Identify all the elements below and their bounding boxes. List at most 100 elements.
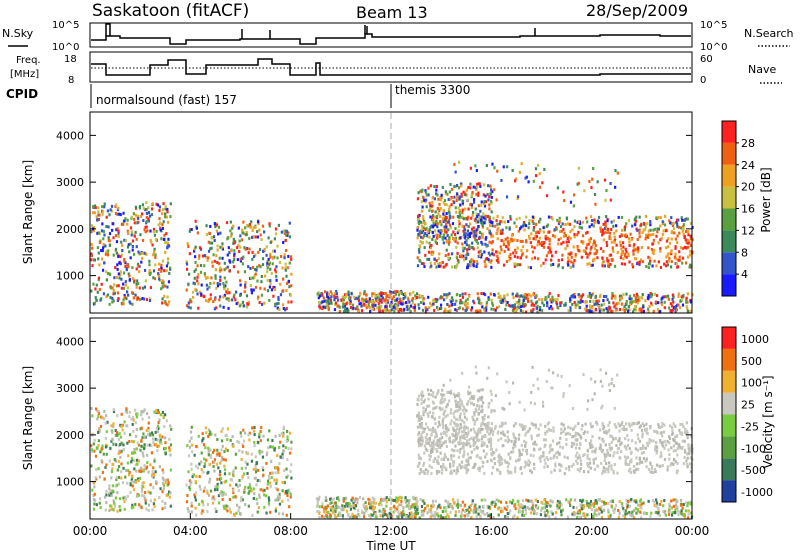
echo-cell [277,297,280,301]
echo-cell [577,293,580,297]
echo-cell [523,228,526,232]
echo-cell [384,307,387,311]
echo-cell [162,483,165,487]
echo-cell [123,258,126,262]
echo-cell [247,451,250,455]
echo-cell [503,249,506,253]
echo-cell [594,244,597,248]
echo-cell [621,241,625,245]
echo-cell [207,256,210,260]
echo-cell [395,496,398,500]
echo-cell [472,509,475,513]
echo-cell [539,513,543,517]
echo-cell [449,226,452,230]
echo-cell [157,421,160,425]
echo-cell [456,259,460,263]
echo-cell [290,272,293,276]
echo-cell [418,230,421,234]
echo-cell [244,460,247,464]
echo-cell [572,261,575,265]
echo-cell [670,260,673,264]
echo-cell [283,253,286,257]
echo-cell [216,485,219,489]
echo-cell [585,246,588,250]
echo-cell [106,249,109,253]
echo-cell [401,300,404,304]
echo-cell [472,264,475,268]
echo-cell [278,308,281,312]
echo-cell [161,301,164,305]
echo-cell [565,498,568,502]
echo-cell [203,254,206,258]
echo-cell [682,294,685,298]
echo-cell [556,218,559,222]
echo-cell [341,295,344,299]
echo-cell [398,512,401,516]
echo-cell [208,432,211,436]
echo-cell [269,510,272,514]
echo-cell [550,470,553,474]
echo-cell [463,232,466,236]
echo-cell [147,508,150,512]
echo-cell [430,303,433,307]
echo-cell [602,249,605,253]
echo-cell [681,229,684,233]
echo-cell [133,234,136,238]
echo-cell [686,238,689,242]
echo-cell [325,498,328,502]
echo-cell [385,513,388,517]
echo-cell [261,466,264,470]
echo-cell [375,299,378,303]
echo-cell [491,234,495,238]
echo-cell [531,250,535,254]
echo-cell [436,298,439,302]
echo-cell [369,299,372,303]
echo-cell [203,464,206,468]
echo-cell [388,294,391,298]
echo-cell [517,303,521,307]
echo-cell [199,270,203,274]
echo-cell [566,244,569,248]
echo-cell [663,511,667,515]
echo-cell [530,437,533,441]
echo-cell [239,234,242,238]
echo-cell [496,254,499,258]
echo-cell [429,184,432,188]
echo-cell [131,484,134,488]
echo-cell [125,424,128,428]
echo-cell [474,186,477,190]
echo-cell [229,229,232,233]
echo-cell [357,309,360,313]
echo-cell [498,222,501,226]
echo-cell [531,506,534,510]
echo-cell [107,225,110,229]
echo-cell [474,217,478,221]
echo-cell [581,424,584,428]
echo-cell [604,225,607,229]
echo-cell [126,494,129,498]
echo-cell [485,164,488,168]
echo-cell [625,222,628,226]
echo-cell [685,300,688,304]
echo-cell [325,303,328,307]
echo-cell [290,463,293,467]
echo-cell [416,264,420,268]
echo-cell [668,508,671,512]
echo-cell [591,434,594,438]
echo-cell [129,301,132,305]
echo-cell [445,295,448,299]
echo-cell [358,302,361,306]
echo-cell [230,232,233,236]
echo-cell [577,181,580,185]
echo-cell [631,263,634,267]
echo-cell [188,228,192,232]
echo-cell [452,498,455,502]
echo-cell [238,449,241,453]
echo-cell [112,422,115,426]
echo-cell [417,191,420,195]
echo-cell [431,231,434,235]
echo-cell [120,470,123,474]
echo-cell [608,446,611,450]
echo-cell [462,190,465,194]
echo-cell [490,195,493,199]
